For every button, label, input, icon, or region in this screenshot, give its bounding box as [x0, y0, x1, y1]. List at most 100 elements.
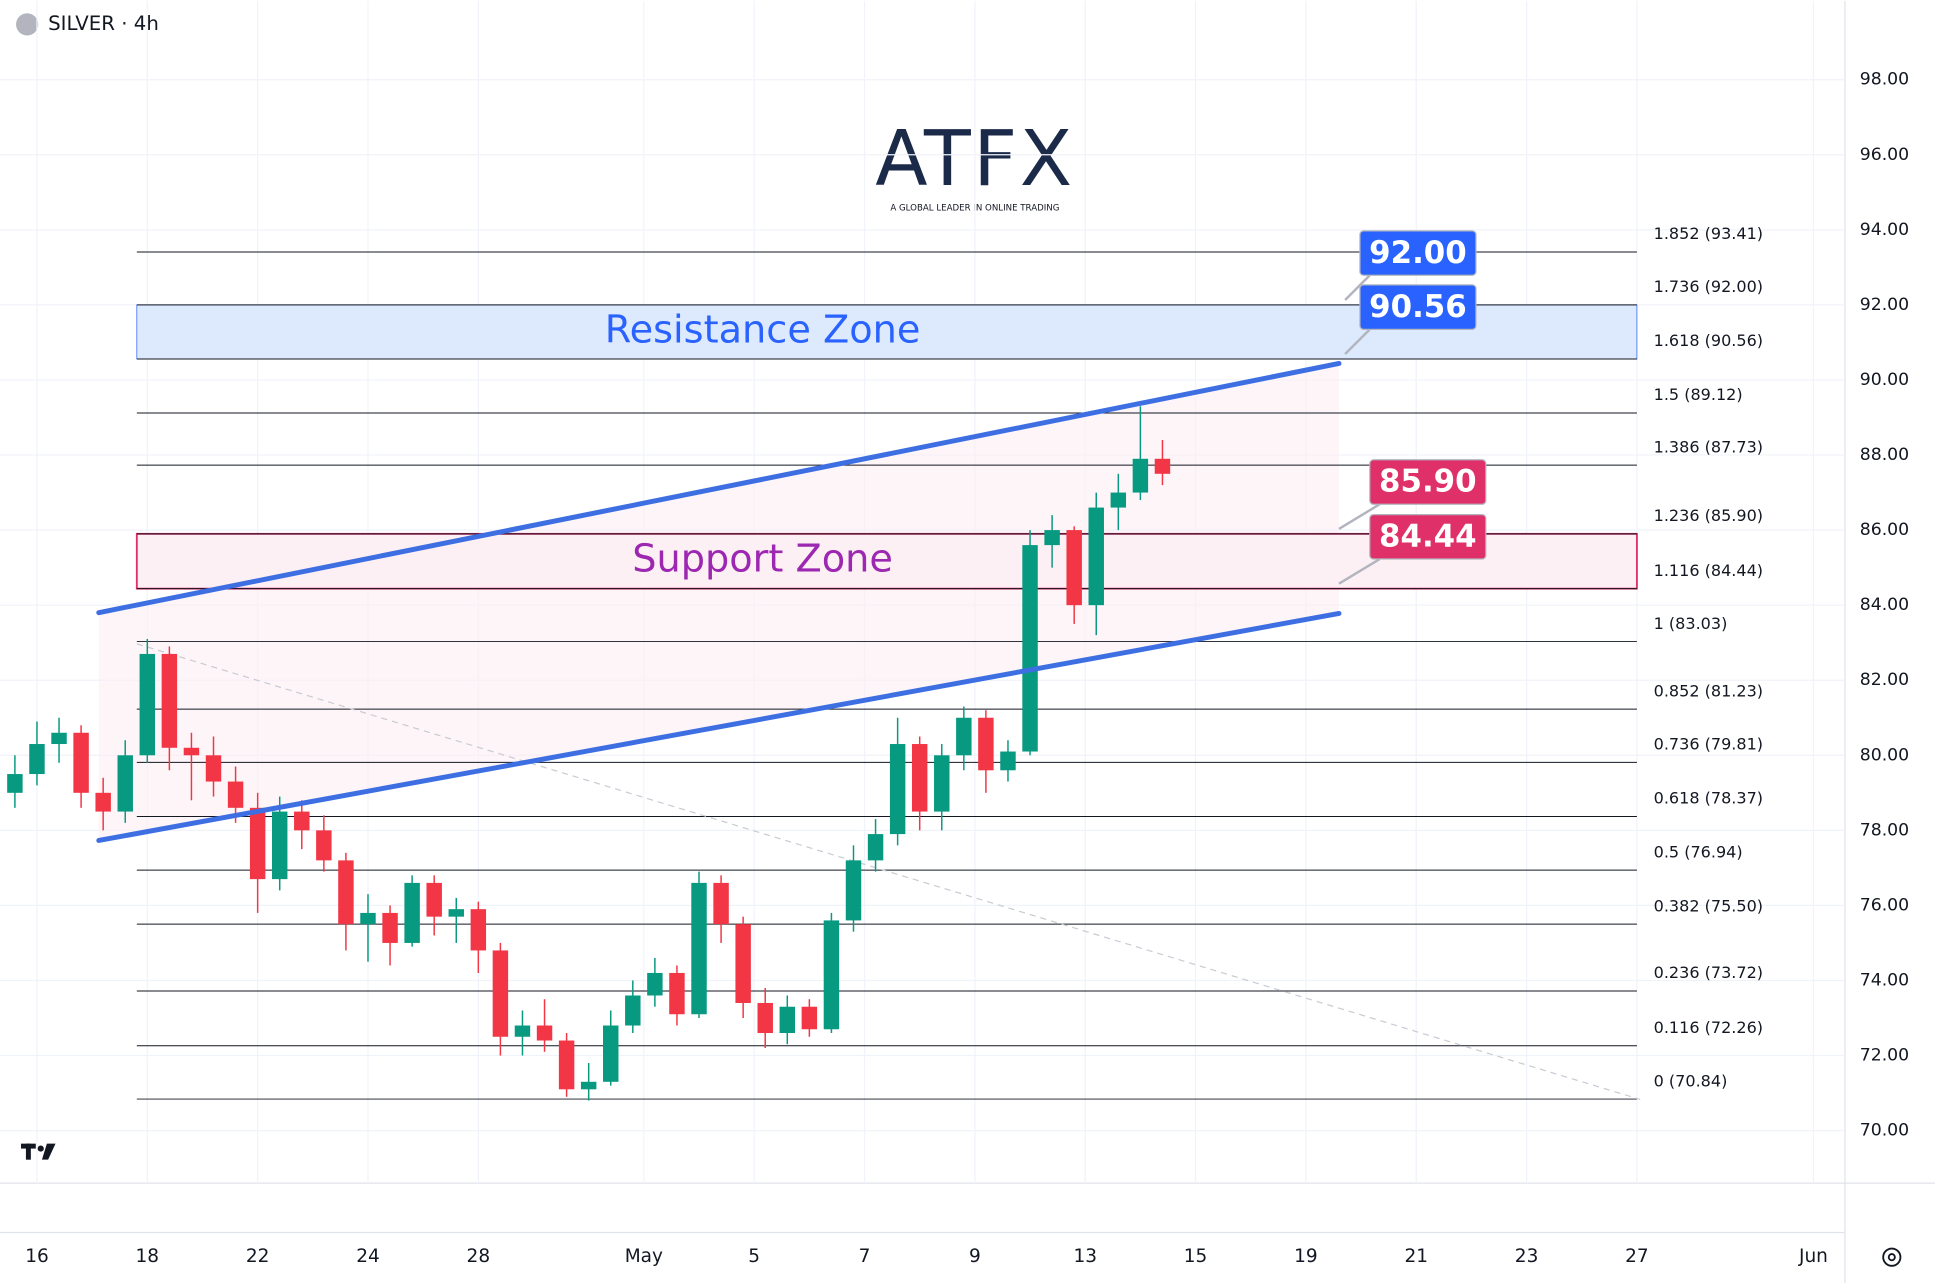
- x-tick-label: 15: [1184, 1246, 1208, 1267]
- price-tag: [1369, 459, 1487, 505]
- y-tick-label: 70.00: [1860, 1121, 1909, 1141]
- tag-connector: [1344, 328, 1371, 355]
- y-tick-label: 76.00: [1860, 895, 1909, 915]
- x-tick-label: 7: [859, 1246, 871, 1267]
- candle-body: [1154, 458, 1171, 474]
- fib-label: 1.736 (92.00): [1654, 277, 1763, 296]
- candle-body: [867, 834, 884, 861]
- candle-body: [316, 830, 332, 861]
- candle-body: [603, 1025, 619, 1082]
- candle-body: [382, 912, 398, 943]
- candle-body: [1044, 530, 1060, 546]
- candle-body: [29, 744, 45, 775]
- candle-body: [558, 1040, 575, 1090]
- candle-body: [735, 924, 751, 1003]
- candle-body: [779, 1006, 796, 1034]
- candle-body: [911, 744, 928, 812]
- y-tick-label: 92.00: [1860, 295, 1909, 315]
- price-tag-label: 84.44: [1379, 519, 1477, 555]
- candle-body: [139, 653, 156, 756]
- y-tick-label: 94.00: [1860, 220, 1909, 240]
- candle-body: [51, 732, 67, 745]
- candle-body: [978, 717, 994, 771]
- candle-body: [95, 792, 111, 812]
- zone-label: Support Zone: [632, 537, 893, 582]
- fib-label: 1.5 (89.12): [1654, 385, 1743, 404]
- candle-body: [7, 774, 23, 793]
- settings-icon[interactable]: [1882, 1247, 1902, 1267]
- candle-body: [205, 755, 222, 782]
- candle-body: [956, 717, 972, 756]
- fib-label: 0.736 (79.81): [1654, 735, 1763, 754]
- y-tick-label: 80.00: [1860, 745, 1909, 765]
- candle-body: [1022, 545, 1038, 752]
- x-tick-label: 9: [969, 1246, 981, 1267]
- candle-body: [1110, 492, 1127, 508]
- x-tick-label: 23: [1515, 1246, 1539, 1267]
- x-tick-label: 21: [1404, 1246, 1428, 1267]
- tag-connector: [1344, 274, 1371, 301]
- fib-label: 1.386 (87.73): [1654, 437, 1763, 456]
- x-tick-label: 13: [1073, 1246, 1097, 1267]
- fib-label: 1.116 (84.44): [1654, 561, 1763, 580]
- channel-fill: [98, 363, 1339, 841]
- fib-label: 1 (83.03): [1654, 614, 1728, 633]
- candle-body: [404, 882, 420, 943]
- x-tick-label: 22: [246, 1246, 270, 1267]
- y-tick-label: 88.00: [1860, 445, 1909, 465]
- x-tick-label: 5: [748, 1246, 760, 1267]
- tag-connector: [1338, 503, 1381, 530]
- fib-label: 0.5 (76.94): [1654, 842, 1743, 861]
- candle-body: [713, 882, 729, 925]
- price-tag: [1359, 230, 1477, 276]
- candle-body: [625, 995, 641, 1026]
- candle-body: [889, 744, 906, 835]
- price-tag: [1369, 513, 1487, 560]
- y-tick-label: 98.00: [1860, 70, 1909, 90]
- candle-body: [73, 732, 89, 793]
- y-tick-label: 96.00: [1860, 145, 1909, 165]
- candle-body: [647, 972, 663, 996]
- candle-body: [227, 781, 244, 808]
- candle-body: [845, 860, 862, 921]
- x-tick-label: 18: [136, 1246, 160, 1267]
- tag-connector: [1338, 557, 1381, 585]
- y-tick-label: 90.00: [1860, 370, 1909, 390]
- fib-label: 0.852 (81.23): [1654, 681, 1763, 700]
- candle-body: [249, 807, 266, 880]
- candle-body: [426, 882, 442, 917]
- candle-body: [271, 811, 288, 880]
- x-tick-label: 28: [467, 1246, 491, 1267]
- candle-body: [1000, 751, 1016, 771]
- fib-label: 0.116 (72.26): [1654, 1018, 1763, 1037]
- candle-body: [294, 811, 310, 831]
- tv-logo: [20, 1143, 56, 1160]
- price-tag: [1359, 284, 1477, 330]
- candle-body: [492, 950, 509, 1037]
- price-tag-label: 92.00: [1369, 235, 1467, 271]
- price-tag-label: 85.90: [1379, 464, 1477, 500]
- x-tick-label: 16: [25, 1246, 49, 1267]
- y-tick-label: 74.00: [1860, 970, 1909, 990]
- candle-body: [669, 972, 685, 1015]
- candle-body: [934, 755, 950, 812]
- y-tick-label: 84.00: [1860, 595, 1909, 615]
- x-tick-label: May: [625, 1246, 663, 1267]
- x-tick-label: Jun: [1798, 1246, 1828, 1267]
- x-tick-label: 19: [1294, 1246, 1318, 1267]
- x-tick-label: 24: [356, 1246, 380, 1267]
- candle-body: [183, 747, 200, 756]
- fib-label: 1.236 (85.90): [1654, 506, 1763, 525]
- candle-body: [580, 1081, 597, 1090]
- trendline: [96, 610, 1342, 843]
- candle-body: [757, 1002, 773, 1034]
- candle-body: [117, 755, 133, 812]
- symbol-icon: [16, 13, 39, 36]
- trendline: [96, 360, 1342, 616]
- fib-label: 0.382 (75.50): [1654, 896, 1763, 915]
- chart-title: SILVER · 4h: [48, 12, 159, 35]
- candle-body: [338, 860, 354, 925]
- fib-label: 1.618 (90.56): [1654, 331, 1763, 350]
- candle-body: [691, 882, 707, 1015]
- fib-label: 0 (70.84): [1654, 1071, 1728, 1090]
